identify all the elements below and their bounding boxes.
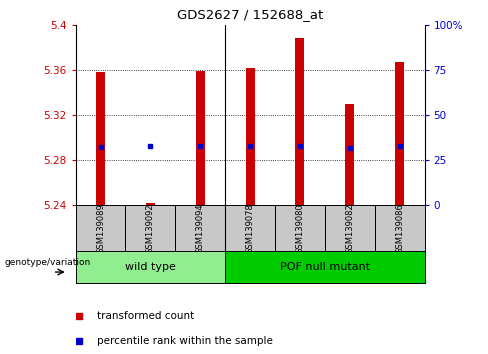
Bar	[96, 72, 105, 205]
Bar	[76, 205, 125, 251]
Text: genotype/variation: genotype/variation	[5, 258, 91, 267]
Text: GSM139078: GSM139078	[245, 203, 255, 254]
Bar	[395, 62, 404, 205]
Bar	[325, 205, 375, 251]
Bar	[146, 203, 155, 205]
Bar	[76, 251, 225, 283]
Bar	[375, 205, 425, 251]
Text: transformed count: transformed count	[97, 311, 194, 321]
Bar	[346, 104, 354, 205]
Text: percentile rank within the sample: percentile rank within the sample	[97, 336, 272, 346]
Bar	[275, 205, 325, 251]
Text: POF null mutant: POF null mutant	[280, 262, 370, 272]
Bar	[125, 205, 175, 251]
Bar	[225, 205, 275, 251]
Text: GSM139080: GSM139080	[295, 203, 305, 254]
Text: GSM139092: GSM139092	[146, 203, 155, 254]
Text: GSM139082: GSM139082	[346, 203, 354, 254]
Text: wild type: wild type	[125, 262, 176, 272]
Text: GSM139086: GSM139086	[395, 203, 404, 254]
Bar	[295, 38, 305, 205]
Bar	[196, 71, 205, 205]
Bar	[225, 251, 425, 283]
Text: GSM139089: GSM139089	[96, 203, 105, 254]
Text: GSM139094: GSM139094	[196, 203, 205, 254]
Title: GDS2627 / 152688_at: GDS2627 / 152688_at	[177, 8, 323, 21]
Bar	[245, 68, 255, 205]
Bar	[175, 205, 225, 251]
